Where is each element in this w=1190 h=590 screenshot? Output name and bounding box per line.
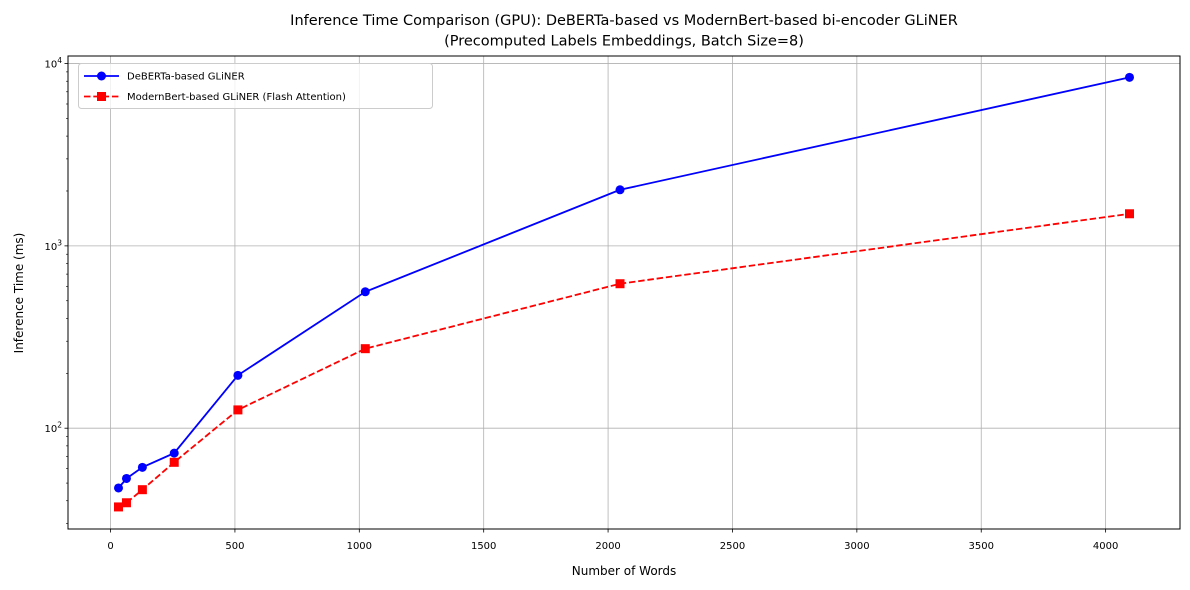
data-point-square — [114, 502, 124, 512]
data-point-circle — [233, 370, 243, 380]
legend-label-deberta: DeBERTa-based GLiNER — [127, 72, 245, 83]
y-tick-label: 103 — [44, 238, 62, 253]
legend-entry-deberta: DeBERTa-based GLiNER — [84, 71, 245, 83]
x-tick-label: 500 — [225, 541, 244, 552]
y-tick-label: 104 — [44, 56, 62, 71]
axis-tick-marks — [64, 63, 1107, 533]
x-tick-label: 3500 — [969, 541, 994, 552]
x-tick-label: 2500 — [720, 541, 745, 552]
chart-title: Inference Time Comparison (GPU): DeBERTa… — [290, 13, 958, 29]
data-point-square — [615, 279, 625, 289]
legend-box — [78, 63, 433, 109]
data-point-square — [360, 344, 370, 354]
legend-label-modernbert: ModernBert-based GLiNER (Flash Attention… — [127, 92, 346, 103]
chart-subtitle: (Precomputed Labels Embeddings, Batch Si… — [444, 34, 804, 50]
data-point-circle — [114, 483, 124, 493]
legend: DeBERTa-based GLiNER ModernBert-based GL… — [78, 63, 433, 109]
legend-sample-marker-circle — [97, 71, 106, 81]
data-point-circle — [360, 287, 370, 297]
x-tick-label: 0 — [107, 541, 113, 552]
series-line-1 — [118, 212, 1130, 508]
x-tick-label: 1500 — [471, 541, 496, 552]
grid-lines — [68, 56, 1180, 529]
data-point-circle — [1124, 72, 1134, 82]
data-point-square — [169, 457, 179, 467]
y-axis-label: Inference Time (ms) — [12, 233, 26, 354]
legend-sample-marker-square — [97, 92, 106, 101]
data-point-circle — [169, 448, 179, 458]
data-point-circle — [615, 185, 625, 195]
data-point-square — [1124, 209, 1134, 219]
x-tick-label: 1000 — [347, 541, 372, 552]
data-point-square — [137, 485, 147, 495]
data-point-square — [233, 405, 243, 415]
plot-border — [67, 55, 1181, 530]
data-point-square — [121, 498, 131, 508]
x-tick-label: 3000 — [844, 541, 869, 552]
axis-tick-labels: 0 500 1000 1500 2000 2500 3000 3500 4000 102 103 10… — [44, 56, 1118, 552]
legend-entry-modernbert: ModernBert-based GLiNER (Flash Attention… — [84, 92, 346, 103]
y-tick-label: 102 — [44, 421, 62, 436]
x-axis-label: Number of Words — [572, 564, 677, 578]
data-point-circle — [121, 473, 131, 483]
data-point-circle — [137, 462, 147, 472]
x-tick-label: 4000 — [1093, 541, 1118, 552]
x-tick-label: 2000 — [595, 541, 620, 552]
data-series — [114, 72, 1134, 512]
